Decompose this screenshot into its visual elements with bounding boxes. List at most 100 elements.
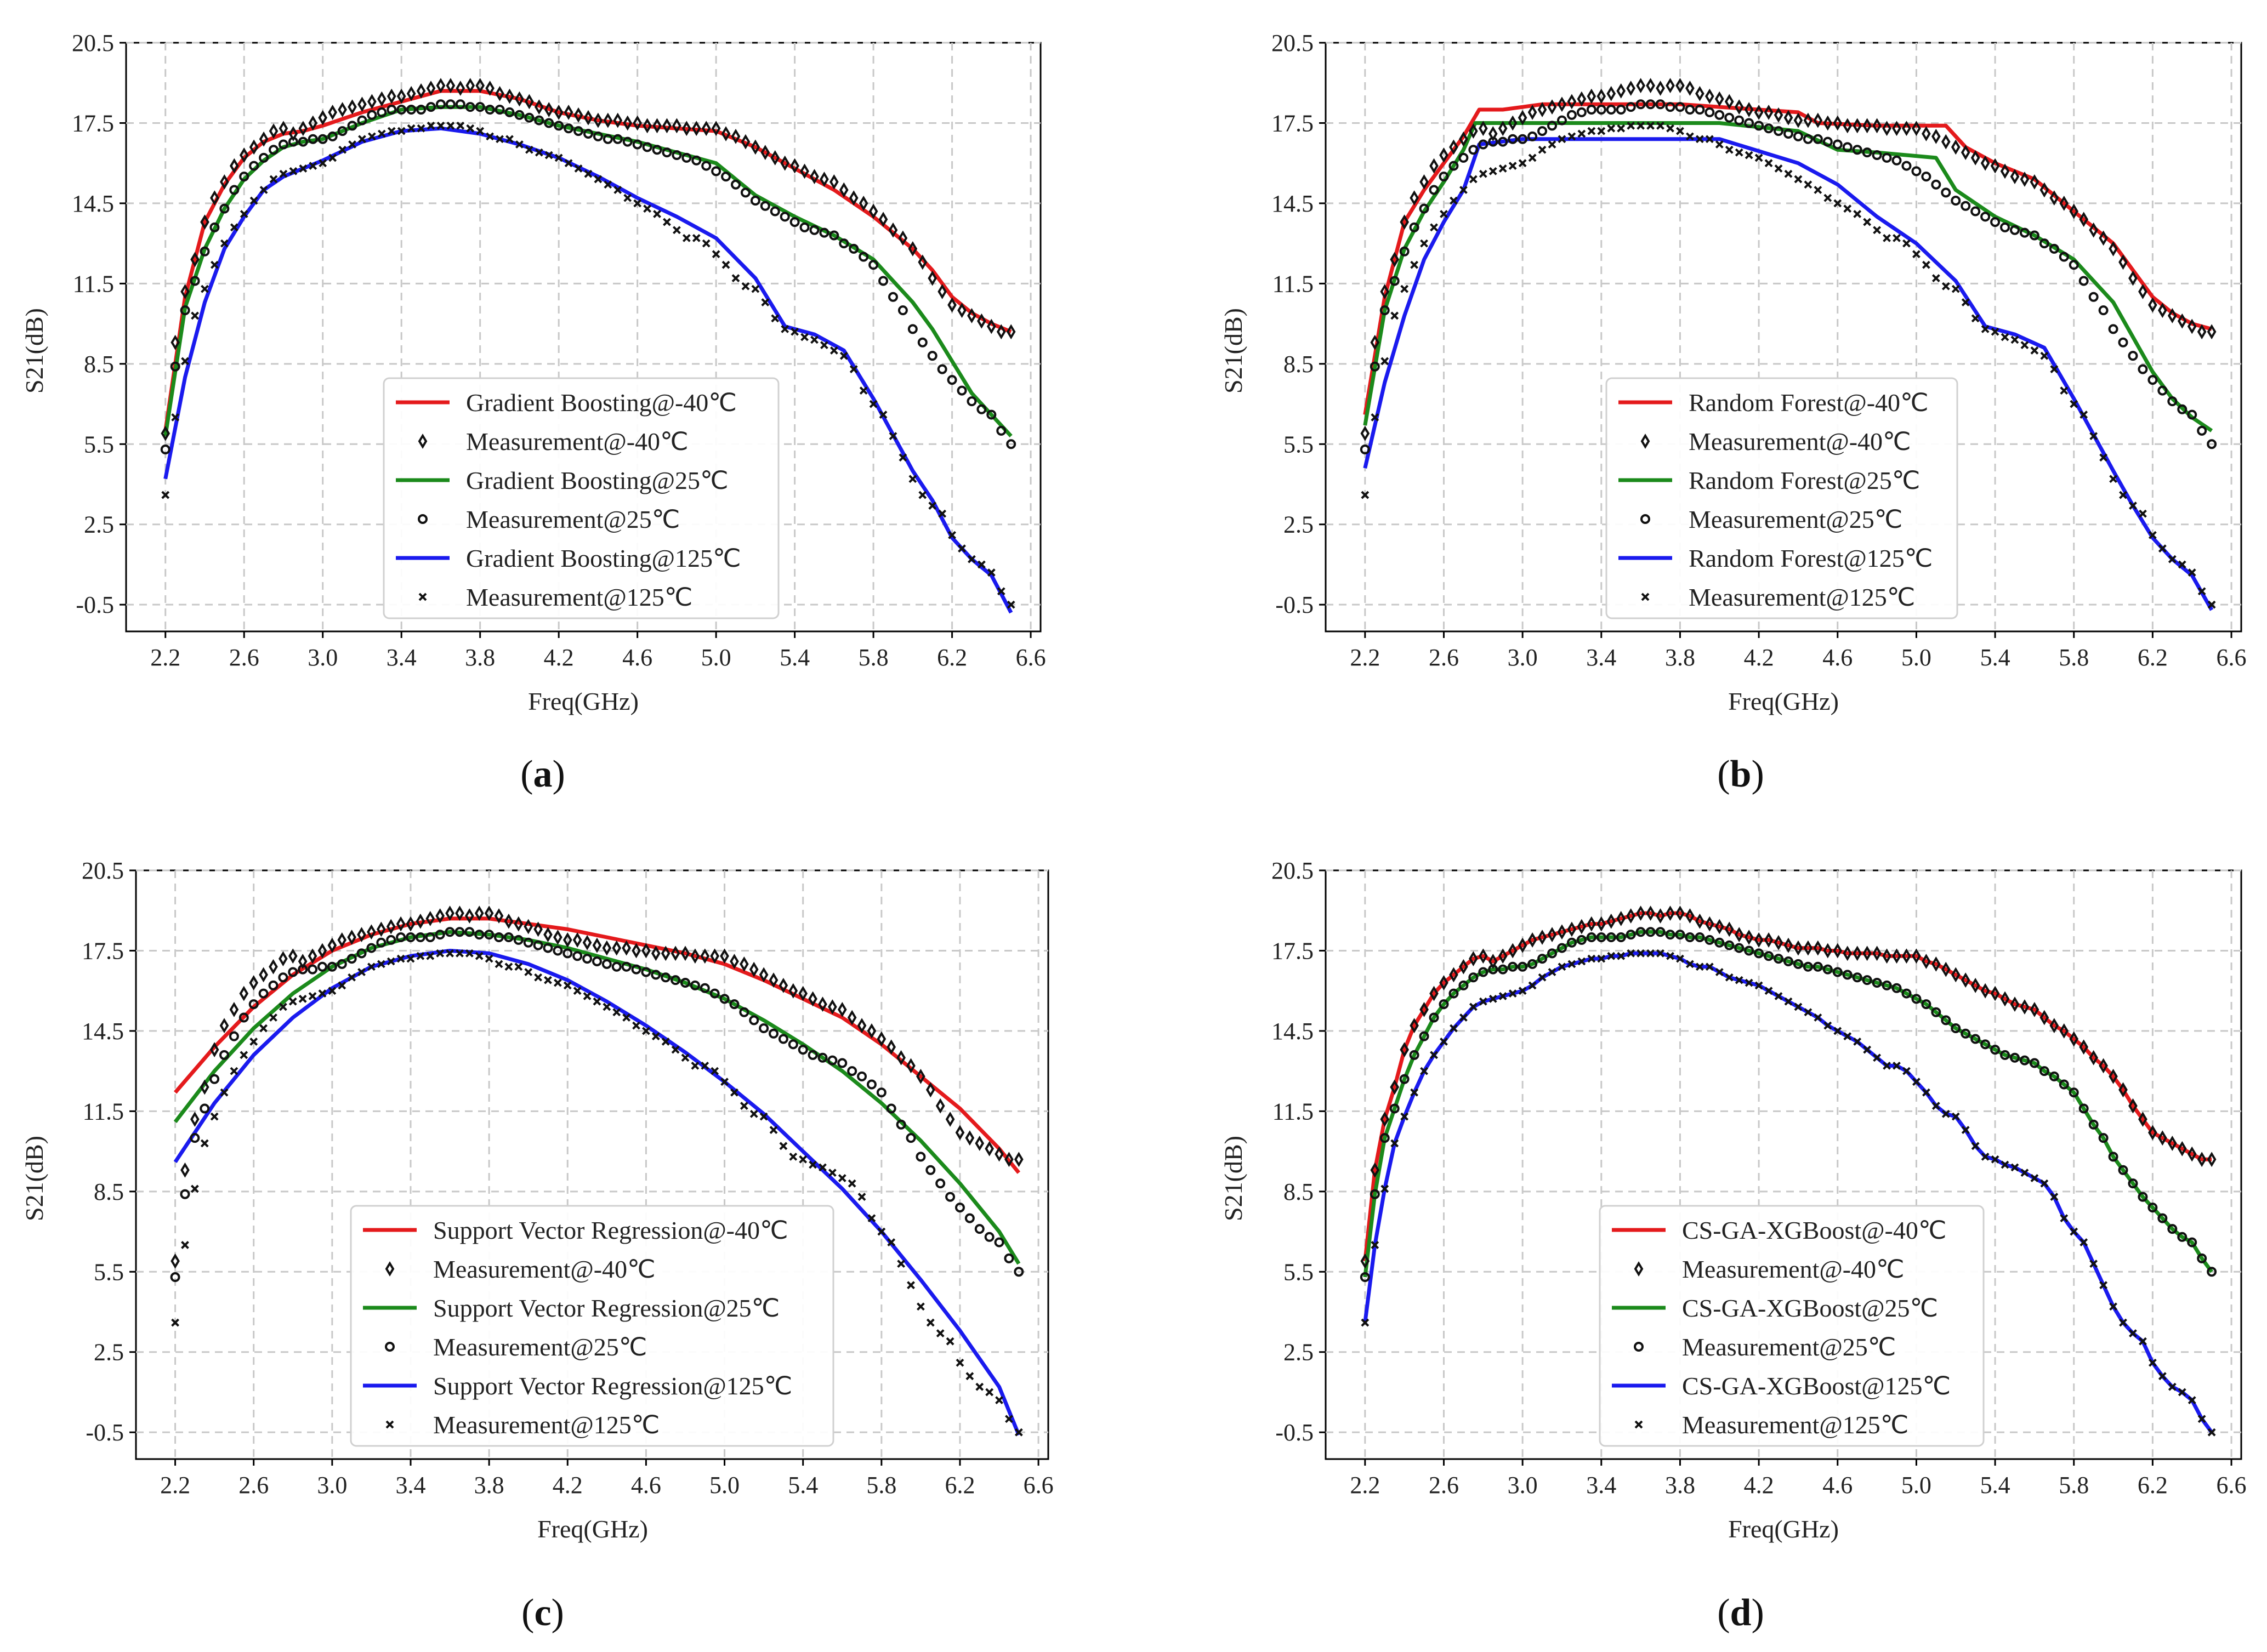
measurement-point — [2207, 1267, 2217, 1277]
measurement-point — [1537, 126, 1548, 136]
measurement-point — [190, 1112, 200, 1127]
measurement-point — [700, 983, 710, 993]
measurement-point — [328, 987, 337, 995]
measurement-point — [535, 148, 543, 157]
measurement-point — [2059, 252, 2069, 262]
measurement-point — [515, 140, 524, 149]
legend-entry: Random Forest@25℃ — [1689, 466, 1920, 494]
measurement-point — [387, 105, 397, 115]
measurement-point — [828, 999, 837, 1015]
measurement-point — [800, 163, 809, 179]
measurement-point — [2177, 313, 2187, 329]
measurement-point — [238, 1012, 249, 1023]
measurement-point — [396, 954, 405, 963]
measurement-point — [1379, 305, 1390, 316]
measurement-point — [2089, 222, 2098, 238]
measurement-point — [1685, 908, 1695, 924]
measurement-point — [1695, 932, 1705, 943]
measurement-point — [593, 131, 603, 141]
measurement-point — [475, 952, 484, 960]
measurement-point — [1891, 983, 1902, 993]
measurement-point — [2010, 1163, 2019, 1172]
measurement-point — [2059, 1023, 2069, 1039]
measurement-point — [781, 324, 789, 333]
measurement-point — [1656, 81, 1665, 96]
x-tick-label: 2.6 — [1429, 1472, 1459, 1499]
measurement-point — [1548, 140, 1556, 149]
measurement-point — [377, 129, 386, 138]
measurement-point — [1567, 94, 1577, 110]
measurement-point — [2050, 365, 2059, 373]
measurement-point — [1400, 214, 1409, 230]
measurement-point — [2148, 297, 2157, 313]
measurement-point — [200, 1079, 209, 1095]
measurement-point — [1803, 961, 1813, 972]
measurement-point — [2157, 1213, 2168, 1223]
measurement-point — [406, 954, 415, 963]
measurement-point — [622, 136, 633, 147]
measurement-point — [1931, 1102, 1940, 1110]
measurement-point — [387, 127, 396, 135]
measurement-point — [327, 131, 338, 141]
x-tick-label: 4.2 — [1744, 1472, 1774, 1499]
measurement-point — [1704, 107, 1715, 117]
measurement-point — [2098, 305, 2109, 316]
measurement-point — [171, 1253, 180, 1269]
measurement-point — [1459, 1013, 1468, 1022]
measurement-point — [1764, 951, 1774, 961]
measurement-point — [211, 260, 219, 269]
measurement-point — [1764, 932, 1774, 948]
measurement-point — [201, 284, 209, 293]
legend-entry: Support Vector Regression@-40℃ — [433, 1216, 788, 1244]
measurement-point — [485, 954, 493, 963]
x-tick-label: 5.8 — [2059, 1472, 2089, 1499]
measurement-point — [2069, 203, 2079, 219]
measurement-point — [819, 227, 829, 238]
measurement-point — [662, 118, 672, 134]
measurement-point — [731, 179, 741, 190]
measurement-point — [2128, 1098, 2138, 1114]
measurement-point — [534, 115, 544, 126]
measurement-point — [1586, 105, 1596, 115]
measurement-point — [2167, 1224, 2178, 1234]
y-tick-label: 8.5 — [1283, 351, 1314, 378]
measurement-point — [1676, 954, 1684, 963]
measurement-point — [346, 954, 357, 964]
measurement-point — [269, 1013, 277, 1022]
measurement-point — [798, 1045, 808, 1055]
measurement-point — [190, 1133, 200, 1143]
measurement-point — [1439, 172, 1449, 182]
measurement-point — [662, 147, 672, 158]
x-tick-label: 3.4 — [1586, 644, 1616, 671]
measurement-point — [1833, 199, 1842, 208]
measurement-point — [1774, 935, 1783, 950]
measurement-point — [1606, 913, 1616, 929]
measurement-point — [1980, 983, 1990, 999]
legend-box — [1599, 1205, 1985, 1447]
measurement-point — [1991, 327, 1999, 336]
x-tick-label: 3.0 — [1508, 1472, 1538, 1499]
measurement-point — [682, 233, 691, 242]
measurement-point — [1882, 121, 1891, 136]
measurement-point — [612, 940, 622, 956]
measurement-point — [1833, 943, 1843, 959]
measurement-point — [544, 102, 554, 117]
measurement-point — [788, 983, 798, 999]
measurement-point — [955, 1125, 965, 1141]
measurement-point — [867, 1023, 877, 1039]
measurement-point — [1793, 959, 1803, 969]
measurement-point — [1951, 196, 1961, 206]
measurement-point — [1734, 115, 1745, 126]
measurement-point — [1675, 930, 1685, 940]
panel-d-xlabel: Freq(GHz) — [1728, 1515, 1839, 1543]
measurement-point — [544, 118, 554, 128]
measurement-point — [1704, 916, 1714, 932]
measurement-point — [810, 169, 819, 184]
measurement-point — [1567, 921, 1577, 937]
measurement-point — [642, 142, 652, 152]
measurement-point — [857, 1018, 867, 1034]
measurement-point — [1813, 134, 1823, 144]
measurement-point — [2060, 1214, 2069, 1223]
measurement-point — [908, 475, 917, 483]
measurement-point — [308, 964, 318, 975]
